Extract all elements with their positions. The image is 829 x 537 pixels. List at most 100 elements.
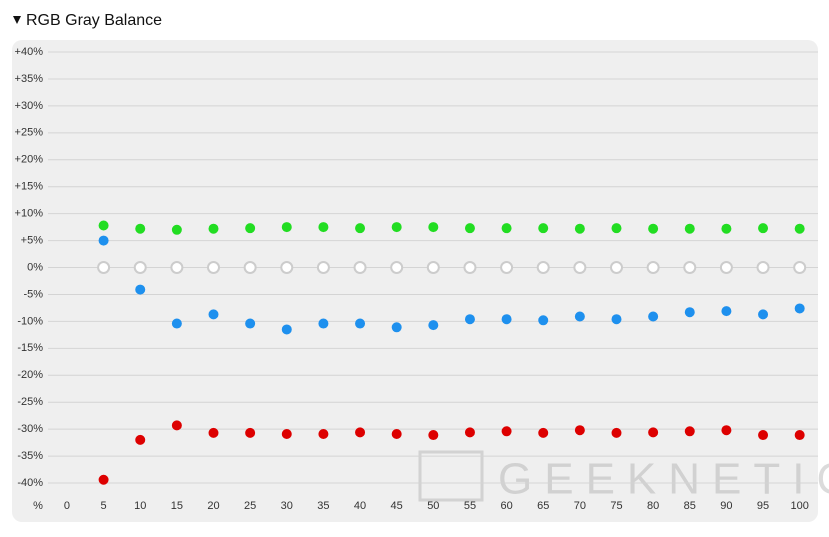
x-tick-label: 50 (427, 500, 439, 512)
x-tick-label: 30 (281, 500, 293, 512)
y-tick-label: 0% (27, 261, 43, 273)
data-point (318, 222, 329, 233)
y-tick-label: +25% (15, 127, 44, 139)
x-tick-label: 0 (64, 500, 70, 512)
data-point (648, 427, 659, 438)
x-tick-label: 85 (684, 500, 696, 512)
data-point (719, 261, 733, 274)
data-point (501, 223, 512, 234)
data-point (611, 223, 622, 234)
x-tick-label: 40 (354, 500, 366, 512)
data-point (316, 261, 330, 274)
data-point (756, 261, 770, 274)
x-tick-label: 45 (391, 500, 403, 512)
data-point (208, 223, 219, 234)
x-tick-label: 10 (134, 500, 146, 512)
data-point (538, 427, 549, 438)
data-point (464, 314, 475, 325)
data-point (280, 261, 294, 274)
data-point (610, 261, 623, 274)
y-tick-label: -20% (17, 369, 43, 381)
data-point (391, 322, 402, 333)
x-tick-label: 80 (647, 500, 659, 512)
data-point (573, 261, 587, 274)
x-tick-label: 5 (101, 500, 107, 512)
y-tick-label: -40% (17, 477, 43, 489)
data-point (390, 261, 404, 274)
data-point (500, 261, 514, 274)
data-point (245, 318, 256, 329)
data-point (428, 222, 439, 233)
data-point (281, 428, 292, 439)
x-tick-label: 55 (464, 500, 476, 512)
data-point (758, 309, 769, 320)
data-point (793, 261, 807, 274)
y-tick-label: -5% (23, 288, 43, 300)
data-point (538, 315, 549, 326)
data-point (135, 434, 146, 445)
data-point (391, 428, 402, 439)
data-point (281, 324, 292, 335)
data-point (426, 261, 440, 274)
data-point (208, 427, 219, 438)
data-point (684, 223, 695, 234)
data-point (501, 426, 512, 437)
data-point (721, 425, 732, 436)
y-tick-label: +10% (15, 208, 44, 220)
y-tick-label: +35% (15, 73, 44, 85)
data-point (245, 223, 256, 234)
chart-title: RGB Gray Balance (26, 12, 162, 29)
y-tick-label: -30% (17, 423, 43, 435)
data-point (721, 223, 732, 234)
data-point (684, 307, 695, 318)
x-tick-label: 90 (720, 500, 732, 512)
data-point (758, 223, 769, 234)
data-point (794, 223, 805, 234)
x-tick-label: 35 (317, 500, 329, 512)
data-point (98, 474, 109, 485)
data-point (135, 284, 146, 295)
data-point (97, 261, 111, 274)
data-point (355, 318, 366, 329)
watermark: GEEKNETIC (498, 455, 829, 504)
data-point (721, 306, 732, 317)
x-tick-label: 65 (537, 500, 549, 512)
data-point (611, 314, 622, 325)
data-point (171, 420, 182, 431)
x-tick-label: 70 (574, 500, 586, 512)
data-point (133, 261, 147, 274)
data-point (318, 428, 329, 439)
data-point (355, 427, 366, 438)
data-point (355, 223, 366, 234)
data-point (135, 223, 146, 234)
data-point (683, 261, 697, 274)
data-point (171, 224, 182, 235)
collapse-icon[interactable] (13, 16, 21, 24)
data-point (171, 318, 182, 329)
data-point (646, 261, 660, 274)
data-point (684, 426, 695, 437)
y-tick-label: +40% (15, 46, 44, 58)
data-point (281, 222, 292, 233)
data-point (648, 223, 659, 234)
data-point (207, 261, 220, 274)
data-point (611, 427, 622, 438)
x-tick-label: 15 (171, 500, 183, 512)
data-point (428, 430, 439, 441)
x-tick-label: 20 (207, 500, 219, 512)
data-point (574, 425, 585, 436)
data-point (208, 309, 219, 320)
data-point (428, 320, 439, 331)
y-tick-label: -35% (17, 450, 43, 462)
y-tick-label: +5% (21, 234, 44, 246)
data-point (464, 427, 475, 438)
y-tick-label: +15% (15, 181, 44, 193)
data-point (243, 261, 257, 274)
y-tick-label: +30% (15, 100, 44, 112)
data-point (170, 261, 184, 274)
watermark-logo (418, 450, 484, 502)
x-tick-label: 100 (791, 500, 809, 512)
x-tick-label: 25 (244, 500, 256, 512)
data-point (463, 261, 477, 274)
